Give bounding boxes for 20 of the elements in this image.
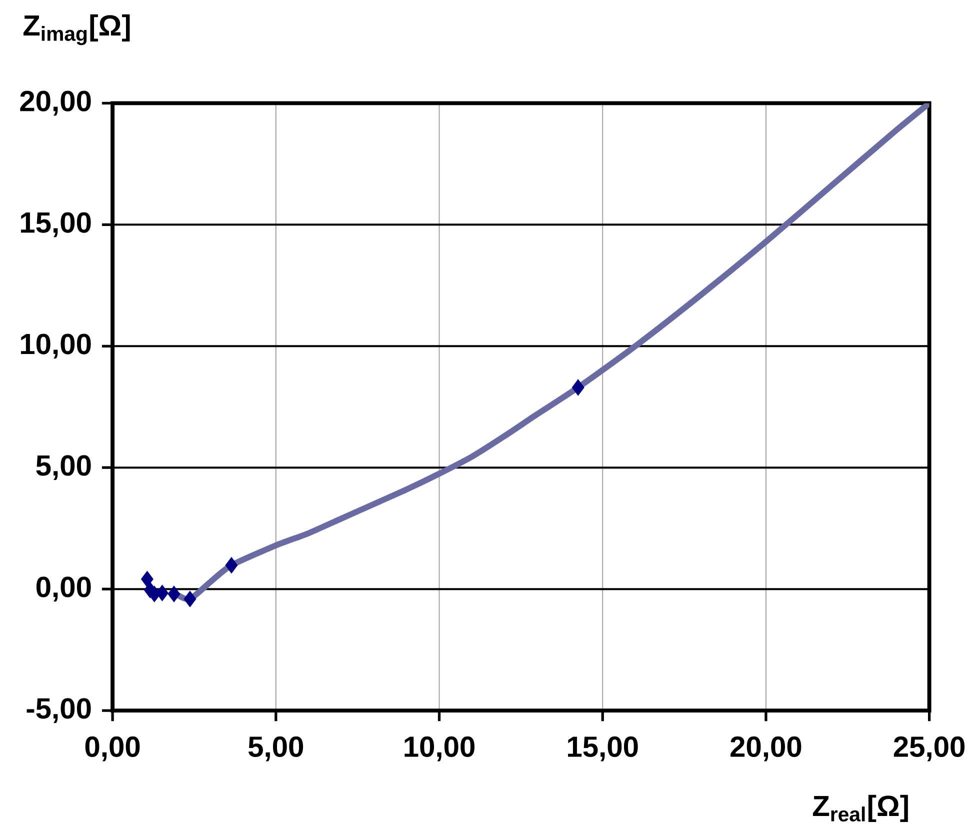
x-tick-label: 20,00 <box>730 736 802 762</box>
x-tick-label: 5,00 <box>248 736 304 762</box>
x-tick-label: 0,00 <box>85 736 140 762</box>
x-tick-label: 25,00 <box>894 736 965 762</box>
x-tick-label: 10,00 <box>404 736 474 762</box>
y-axis-title: Z$_{imag}$[Ω] <box>23 14 130 46</box>
y-tick-label: 20,00 <box>20 90 91 116</box>
y-tick-label: 15,00 <box>20 212 91 238</box>
point <box>168 586 180 602</box>
x-tick-label: 15,00 <box>568 736 638 762</box>
y-tick-label: -5,00 <box>26 698 91 724</box>
x-axis-title: Z$_{real}$[Ω] <box>812 795 908 822</box>
y-tick-label: 10,00 <box>20 334 91 359</box>
point <box>156 584 168 602</box>
y-tick-label: 5,00 <box>36 455 91 480</box>
point <box>140 571 154 588</box>
point <box>225 557 238 574</box>
point <box>572 379 584 396</box>
point <box>184 591 196 608</box>
y-tick-label: 0,00 <box>36 576 91 602</box>
